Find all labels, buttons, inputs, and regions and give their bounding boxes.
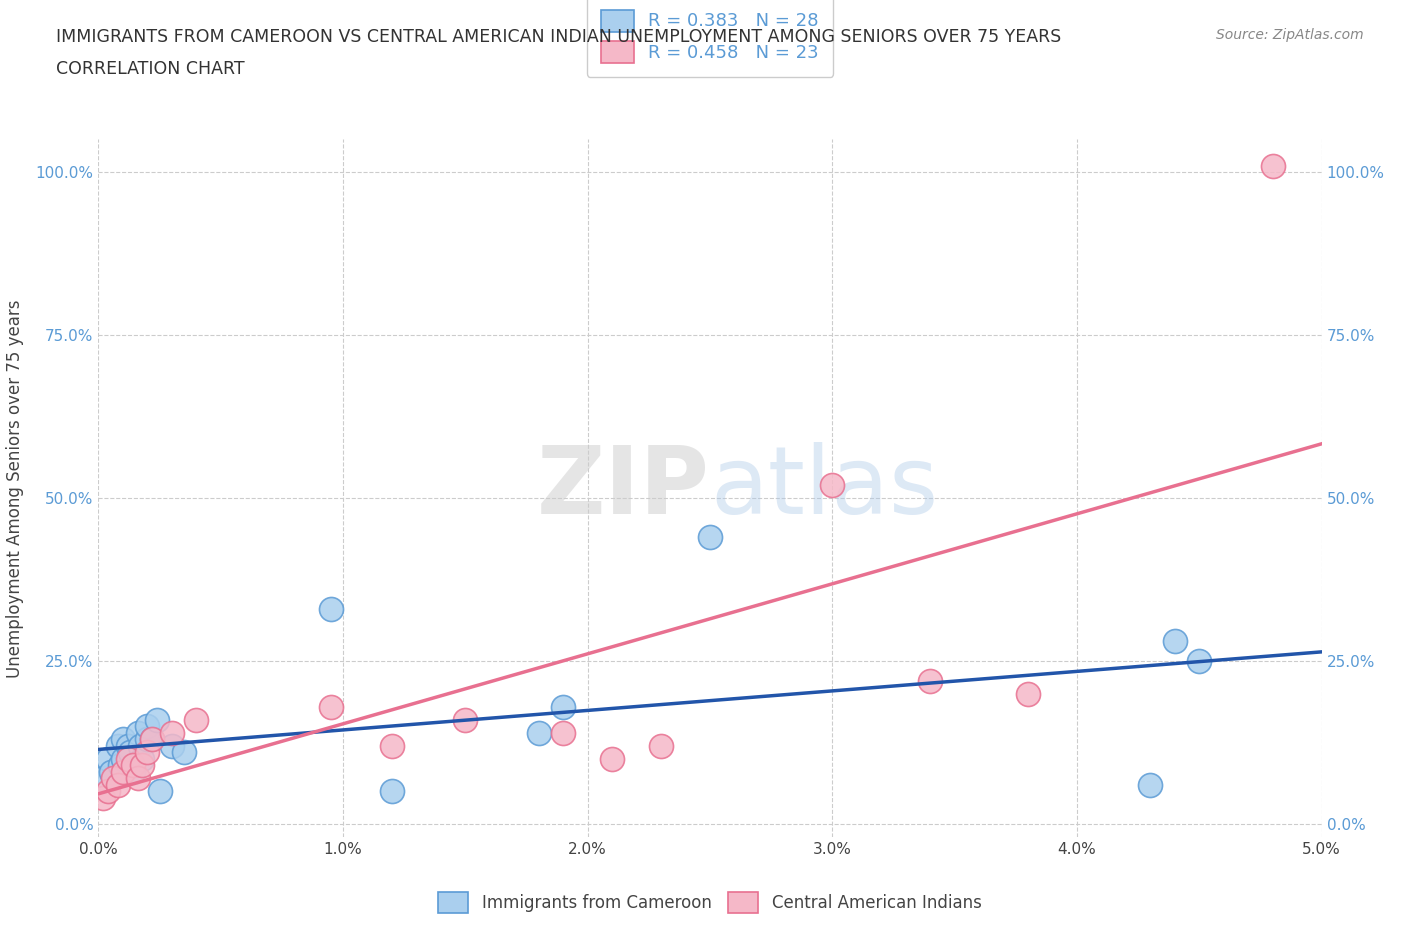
Point	[129, 738, 152, 753]
Point	[650, 738, 672, 753]
Point	[141, 732, 163, 747]
Point	[121, 764, 143, 779]
Point	[111, 751, 134, 766]
Point	[117, 751, 139, 766]
Point	[91, 771, 114, 786]
Point	[127, 771, 149, 786]
Point	[120, 745, 142, 760]
Point	[141, 732, 163, 747]
Point	[107, 738, 129, 753]
Point	[136, 732, 159, 747]
Point	[97, 784, 120, 799]
Point	[121, 758, 143, 773]
Point	[527, 725, 550, 740]
Point	[110, 758, 132, 773]
Point	[160, 725, 183, 740]
Point	[1188, 654, 1211, 669]
Point	[146, 712, 169, 727]
Text: IMMIGRANTS FROM CAMEROON VS CENTRAL AMERICAN INDIAN UNEMPLOYMENT AMONG SENIORS O: IMMIGRANTS FROM CAMEROON VS CENTRAL AMER…	[56, 28, 1062, 46]
Point	[91, 790, 114, 805]
Point	[821, 477, 844, 492]
Point	[319, 699, 342, 714]
Point	[149, 784, 172, 799]
Point	[553, 725, 575, 740]
Point	[131, 758, 153, 773]
Point	[1164, 634, 1187, 649]
Point	[381, 784, 404, 799]
Y-axis label: Unemployment Among Seniors over 75 years: Unemployment Among Seniors over 75 years	[7, 299, 24, 677]
Point	[160, 738, 183, 753]
Point	[111, 764, 134, 779]
Point	[920, 673, 942, 688]
Point	[101, 771, 124, 786]
Point	[100, 764, 122, 779]
Point	[117, 738, 139, 753]
Point	[1261, 158, 1284, 173]
Point	[136, 745, 159, 760]
Point	[381, 738, 404, 753]
Point	[454, 712, 477, 727]
Text: Source: ZipAtlas.com: Source: ZipAtlas.com	[1216, 28, 1364, 42]
Point	[173, 745, 195, 760]
Text: ZIP: ZIP	[537, 443, 710, 534]
Point	[186, 712, 208, 727]
Text: CORRELATION CHART: CORRELATION CHART	[56, 60, 245, 78]
Point	[699, 530, 721, 545]
Point	[600, 751, 623, 766]
Point	[97, 751, 120, 766]
Legend: Immigrants from Cameroon, Central American Indians: Immigrants from Cameroon, Central Americ…	[432, 885, 988, 920]
Text: atlas: atlas	[710, 443, 938, 534]
Point	[319, 602, 342, 617]
Point	[1017, 686, 1039, 701]
Point	[1139, 777, 1161, 792]
Point	[553, 699, 575, 714]
Point	[127, 725, 149, 740]
Point	[111, 732, 134, 747]
Point	[131, 751, 153, 766]
Point	[107, 777, 129, 792]
Point	[136, 719, 159, 734]
